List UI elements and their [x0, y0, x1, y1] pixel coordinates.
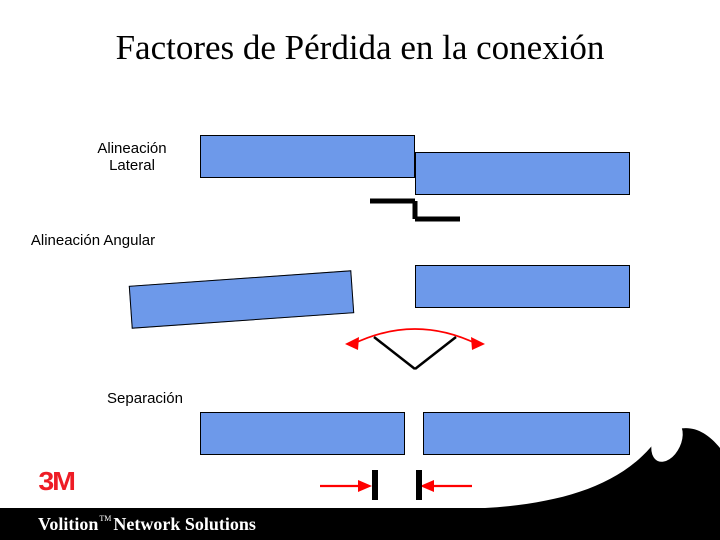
swoosh-icon: [485, 408, 720, 508]
label-separacion: Separación: [85, 390, 205, 407]
sep-arrow-left-icon: [320, 478, 372, 494]
bar-angular-left: [129, 270, 354, 328]
sep-gap-marks-icon: [367, 468, 427, 502]
bar-lateral-right: [415, 152, 630, 195]
bar-angular-right: [415, 265, 630, 308]
logo-3m: 3M: [38, 466, 73, 497]
slide-title: Factores de Pérdida en la conexión: [0, 28, 720, 68]
slide: Factores de Pérdida en la conexión Aline…: [0, 0, 720, 540]
footer-tail: Network Solutions: [113, 514, 256, 535]
label-angular: Alineación Angular: [8, 232, 178, 249]
footer-tm: TM: [99, 514, 111, 523]
footer-volition: Volition: [38, 514, 98, 535]
step-connector-icon: [370, 195, 460, 225]
label-lateral: Alineación Lateral: [72, 140, 192, 174]
bar-lateral-left: [200, 135, 415, 178]
footer: Volition TM Network Solutions: [0, 508, 720, 540]
bar-sep-left: [200, 412, 405, 455]
angular-v-icon: [370, 333, 460, 373]
sep-arrow-right-icon: [420, 478, 472, 494]
